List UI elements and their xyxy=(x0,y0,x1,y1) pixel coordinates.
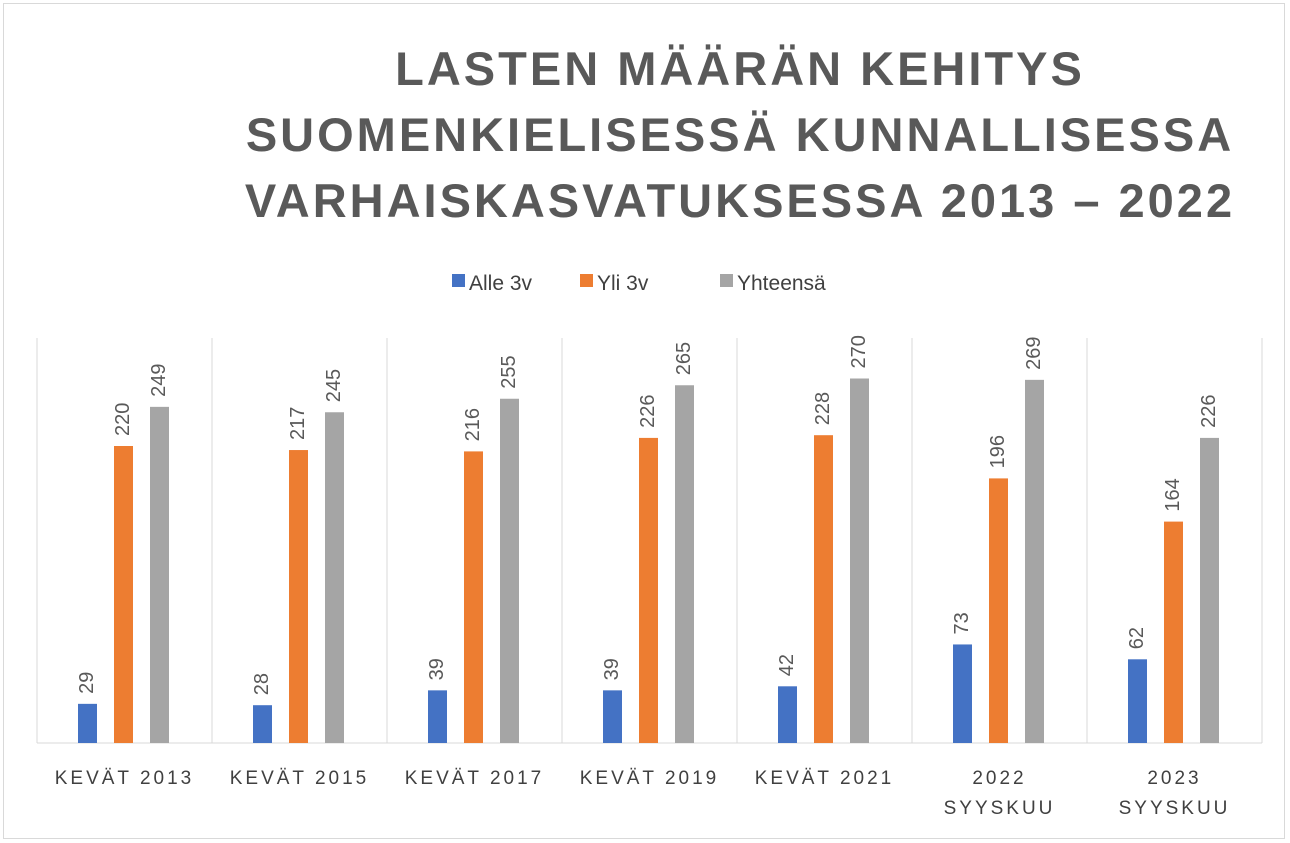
bar xyxy=(500,398,519,743)
data-label: 269 xyxy=(1023,336,1045,369)
bar xyxy=(325,412,344,743)
data-label: 265 xyxy=(673,342,695,375)
x-tick-label: 2022 SYYSKUU xyxy=(943,768,1056,819)
data-label: 220 xyxy=(112,403,134,436)
data-label: 255 xyxy=(498,355,520,388)
x-tick-label: KEVÄT 2015 xyxy=(229,768,370,789)
x-tick-label: KEVÄT 2019 xyxy=(579,768,720,789)
bar xyxy=(150,406,169,743)
chart-border xyxy=(3,3,1285,839)
legend-label: Yhteensä xyxy=(737,272,826,295)
data-label: 228 xyxy=(812,392,834,425)
bar xyxy=(675,385,694,743)
bar xyxy=(989,478,1008,743)
legend-swatch xyxy=(580,274,593,287)
bar xyxy=(778,686,797,743)
legend-label: Yli 3v xyxy=(597,272,649,295)
x-tick-label: KEVÄT 2017 xyxy=(404,768,545,789)
x-tick-label: KEVÄT 2013 xyxy=(54,768,195,789)
bar xyxy=(603,690,622,743)
bar xyxy=(289,450,308,743)
data-label: 39 xyxy=(426,658,448,680)
legend-swatch xyxy=(452,274,465,287)
bar xyxy=(78,703,97,743)
bar xyxy=(428,690,447,743)
data-label: 226 xyxy=(637,395,659,428)
data-label: 216 xyxy=(462,408,484,441)
bar xyxy=(1128,659,1147,743)
data-label: 39 xyxy=(601,658,623,680)
bar xyxy=(850,378,869,743)
data-label: 62 xyxy=(1126,627,1148,649)
bar xyxy=(814,435,833,743)
data-label: 29 xyxy=(76,672,98,694)
data-label: 270 xyxy=(848,335,870,368)
legend-swatch xyxy=(720,274,733,287)
data-label: 28 xyxy=(251,673,273,695)
data-label: 245 xyxy=(323,369,345,402)
bar xyxy=(464,451,483,743)
bar xyxy=(114,446,133,743)
x-tick-label: KEVÄT 2021 xyxy=(754,768,895,789)
legend-label: Alle 3v xyxy=(469,272,533,295)
data-label: 226 xyxy=(1198,395,1220,428)
data-label: 73 xyxy=(951,612,973,634)
bar xyxy=(639,437,658,743)
data-label: 217 xyxy=(287,407,309,440)
data-label: 196 xyxy=(987,435,1009,468)
bar xyxy=(1164,521,1183,743)
bar xyxy=(1200,437,1219,743)
chart-title: LASTEN MÄÄRÄN KEHITYS SUOMENKIELISESSÄ K… xyxy=(244,42,1236,227)
data-label: 42 xyxy=(776,654,798,676)
bar xyxy=(953,644,972,743)
bar xyxy=(253,705,272,743)
x-tick-label: 2023 SYYSKUU xyxy=(1118,768,1231,819)
data-label: 164 xyxy=(1162,478,1184,511)
bar xyxy=(1025,379,1044,743)
data-label: 249 xyxy=(148,363,170,396)
